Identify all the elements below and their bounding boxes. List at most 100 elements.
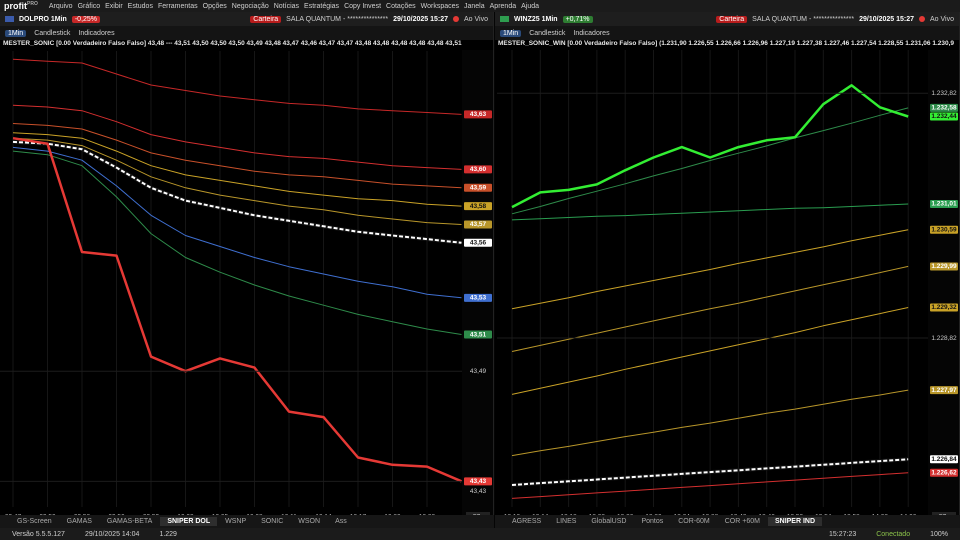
tab[interactable]: SONIC (261, 518, 284, 525)
x-tick-label: 10:02 (177, 514, 194, 515)
price-tag (464, 202, 492, 211)
price-tag (464, 183, 492, 192)
price-line (12, 140, 462, 244)
indicator-line: MESTER_SONIC_WIN [0.00 Verdadeiro Falso … (498, 40, 955, 47)
x-tick-label: 13:38 (702, 514, 719, 515)
x-tick-label: 14:02 (872, 514, 889, 515)
tab[interactable]: GlobalUSD (591, 518, 627, 525)
tab[interactable]: WSNP (225, 518, 247, 525)
symbol[interactable]: WINZ25 1Min (514, 15, 558, 23)
tab[interactable]: WSON (298, 518, 321, 525)
datetime: 29/10/2025 15:27 (393, 15, 448, 23)
menu-item[interactable]: Aprenda (489, 2, 517, 10)
menu-item[interactable]: Exibir (105, 2, 123, 10)
x-tick-label: 09:59 (143, 514, 160, 515)
menu-item[interactable]: Cotações (386, 2, 416, 10)
price-tag-label: 43,43 (470, 478, 487, 485)
connection: Conectado (876, 530, 911, 538)
menu-item[interactable]: Estudos (127, 2, 153, 10)
price-tag (930, 386, 958, 395)
price-tag (464, 165, 492, 174)
price-tag-label: 1.232,44 (931, 113, 957, 120)
change-badge: +0,71% (562, 15, 593, 23)
price-tag (930, 112, 958, 121)
price-tag (464, 238, 492, 247)
x-tick-label: 13:50 (787, 514, 804, 515)
x-tick-label: 09:56 (108, 514, 125, 515)
price-line (511, 265, 909, 352)
price-line (511, 107, 909, 215)
price-tag-label: 43,58 (470, 203, 487, 210)
indicators-button[interactable]: Indicadores (78, 29, 115, 37)
tab[interactable]: COR-60M (678, 518, 710, 525)
tab[interactable]: SNIPER IND (767, 517, 823, 526)
menu-bar: profitPRO Arquivo Gráfico Exibir Estudos Fer… (0, 0, 960, 12)
logo-text: profit (4, 1, 27, 11)
menu-item[interactable]: Notícias (273, 2, 300, 10)
pane-header: WINZ25 1Min +0,71% Carteira SALA QUANTUM… (495, 12, 959, 26)
tab[interactable]: GAMAS (66, 518, 92, 525)
tab[interactable]: AGRESS (512, 518, 542, 525)
live-dot (919, 16, 925, 22)
price-tag-label: 43,59 (470, 184, 487, 191)
chart-pane: WINZ25 1Min +0,71% Carteira SALA QUANTUM… (495, 12, 960, 515)
tab-bar: GS-Screen GAMAS GAMAS-BETA SNIPER DOL WSNP SO… (0, 515, 494, 528)
price-line (12, 137, 462, 225)
timer: 37s (939, 514, 950, 515)
timer-box (466, 512, 490, 515)
tab[interactable]: Pontos (641, 518, 664, 525)
chart-type-button[interactable]: Candlestick (34, 29, 71, 37)
price-tag-label: 1.226,62 (931, 469, 957, 476)
logo-suffix: PRO (27, 1, 38, 7)
tab[interactable]: COR +60M (724, 518, 760, 525)
price-line (511, 229, 909, 310)
menu-item[interactable]: Gráfico (77, 2, 101, 10)
menu-item[interactable]: Janela (464, 2, 485, 10)
x-tick-label: 13:34 (674, 514, 691, 515)
tab[interactable]: GS-Screen (17, 518, 52, 525)
live-label[interactable]: Ao Vivo (930, 15, 954, 23)
x-tick-label: 10:17 (350, 514, 367, 515)
status-bar: Versão 5.5.5.127 29/10/2025 14:04 1.229 … (0, 528, 960, 540)
price-tag-label: 43,63 (470, 111, 487, 118)
chart-toolbar: 1Min Candlestick Indicadores (495, 26, 959, 40)
x-tick-label: 13:14 (532, 514, 549, 515)
tab[interactable]: Ass (335, 518, 347, 525)
interval-button[interactable]: 1Min (5, 29, 27, 37)
interval-button[interactable]: 1Min (500, 29, 522, 37)
menu-item[interactable]: Arquivo (48, 2, 73, 10)
menu-item[interactable]: Ajuda (521, 2, 540, 10)
axis-background (928, 50, 959, 515)
price-tag (464, 110, 492, 119)
x-tick-label: 13:42 (730, 514, 747, 515)
price-line (12, 150, 462, 335)
symbol[interactable]: DOLPRO 1Min (19, 15, 67, 23)
wallet-tag[interactable]: Carteira (250, 15, 282, 23)
timer-box (932, 512, 956, 515)
price-tag (930, 455, 958, 464)
price-line (12, 136, 462, 483)
menu-item[interactable]: Ferramentas (157, 2, 198, 10)
menu-item[interactable]: Opções (202, 2, 227, 10)
x-tick-label: 13:22 (589, 514, 606, 515)
tab[interactable]: GAMAS-BETA (106, 518, 153, 525)
menu-item[interactable]: Workspaces (420, 2, 459, 10)
flag-icon (500, 16, 509, 22)
chart-toolbar: 1Min Candlestick Indicadores (0, 26, 493, 40)
chart-type-button[interactable]: Candlestick (529, 29, 566, 37)
live-label[interactable]: Ao Vivo (464, 15, 488, 23)
price-tag-label: 1.226,84 (931, 456, 957, 463)
menu-item[interactable]: Copy Invest (344, 2, 382, 10)
tab[interactable]: SNIPER DOL (160, 517, 218, 526)
price-tag (464, 220, 492, 229)
price-tag (930, 200, 958, 209)
menu-item[interactable]: Negociação (231, 2, 269, 10)
x-tick-label: 10:14 (315, 514, 332, 515)
indicators-button[interactable]: Indicadores (573, 29, 610, 37)
menu-item[interactable]: Estratégias (304, 2, 340, 10)
wallet-tag[interactable]: Carteira (716, 15, 748, 23)
tab[interactable]: LINES (556, 518, 577, 525)
price-tag-label: 43,56 (470, 240, 487, 247)
price-tag (930, 262, 958, 271)
